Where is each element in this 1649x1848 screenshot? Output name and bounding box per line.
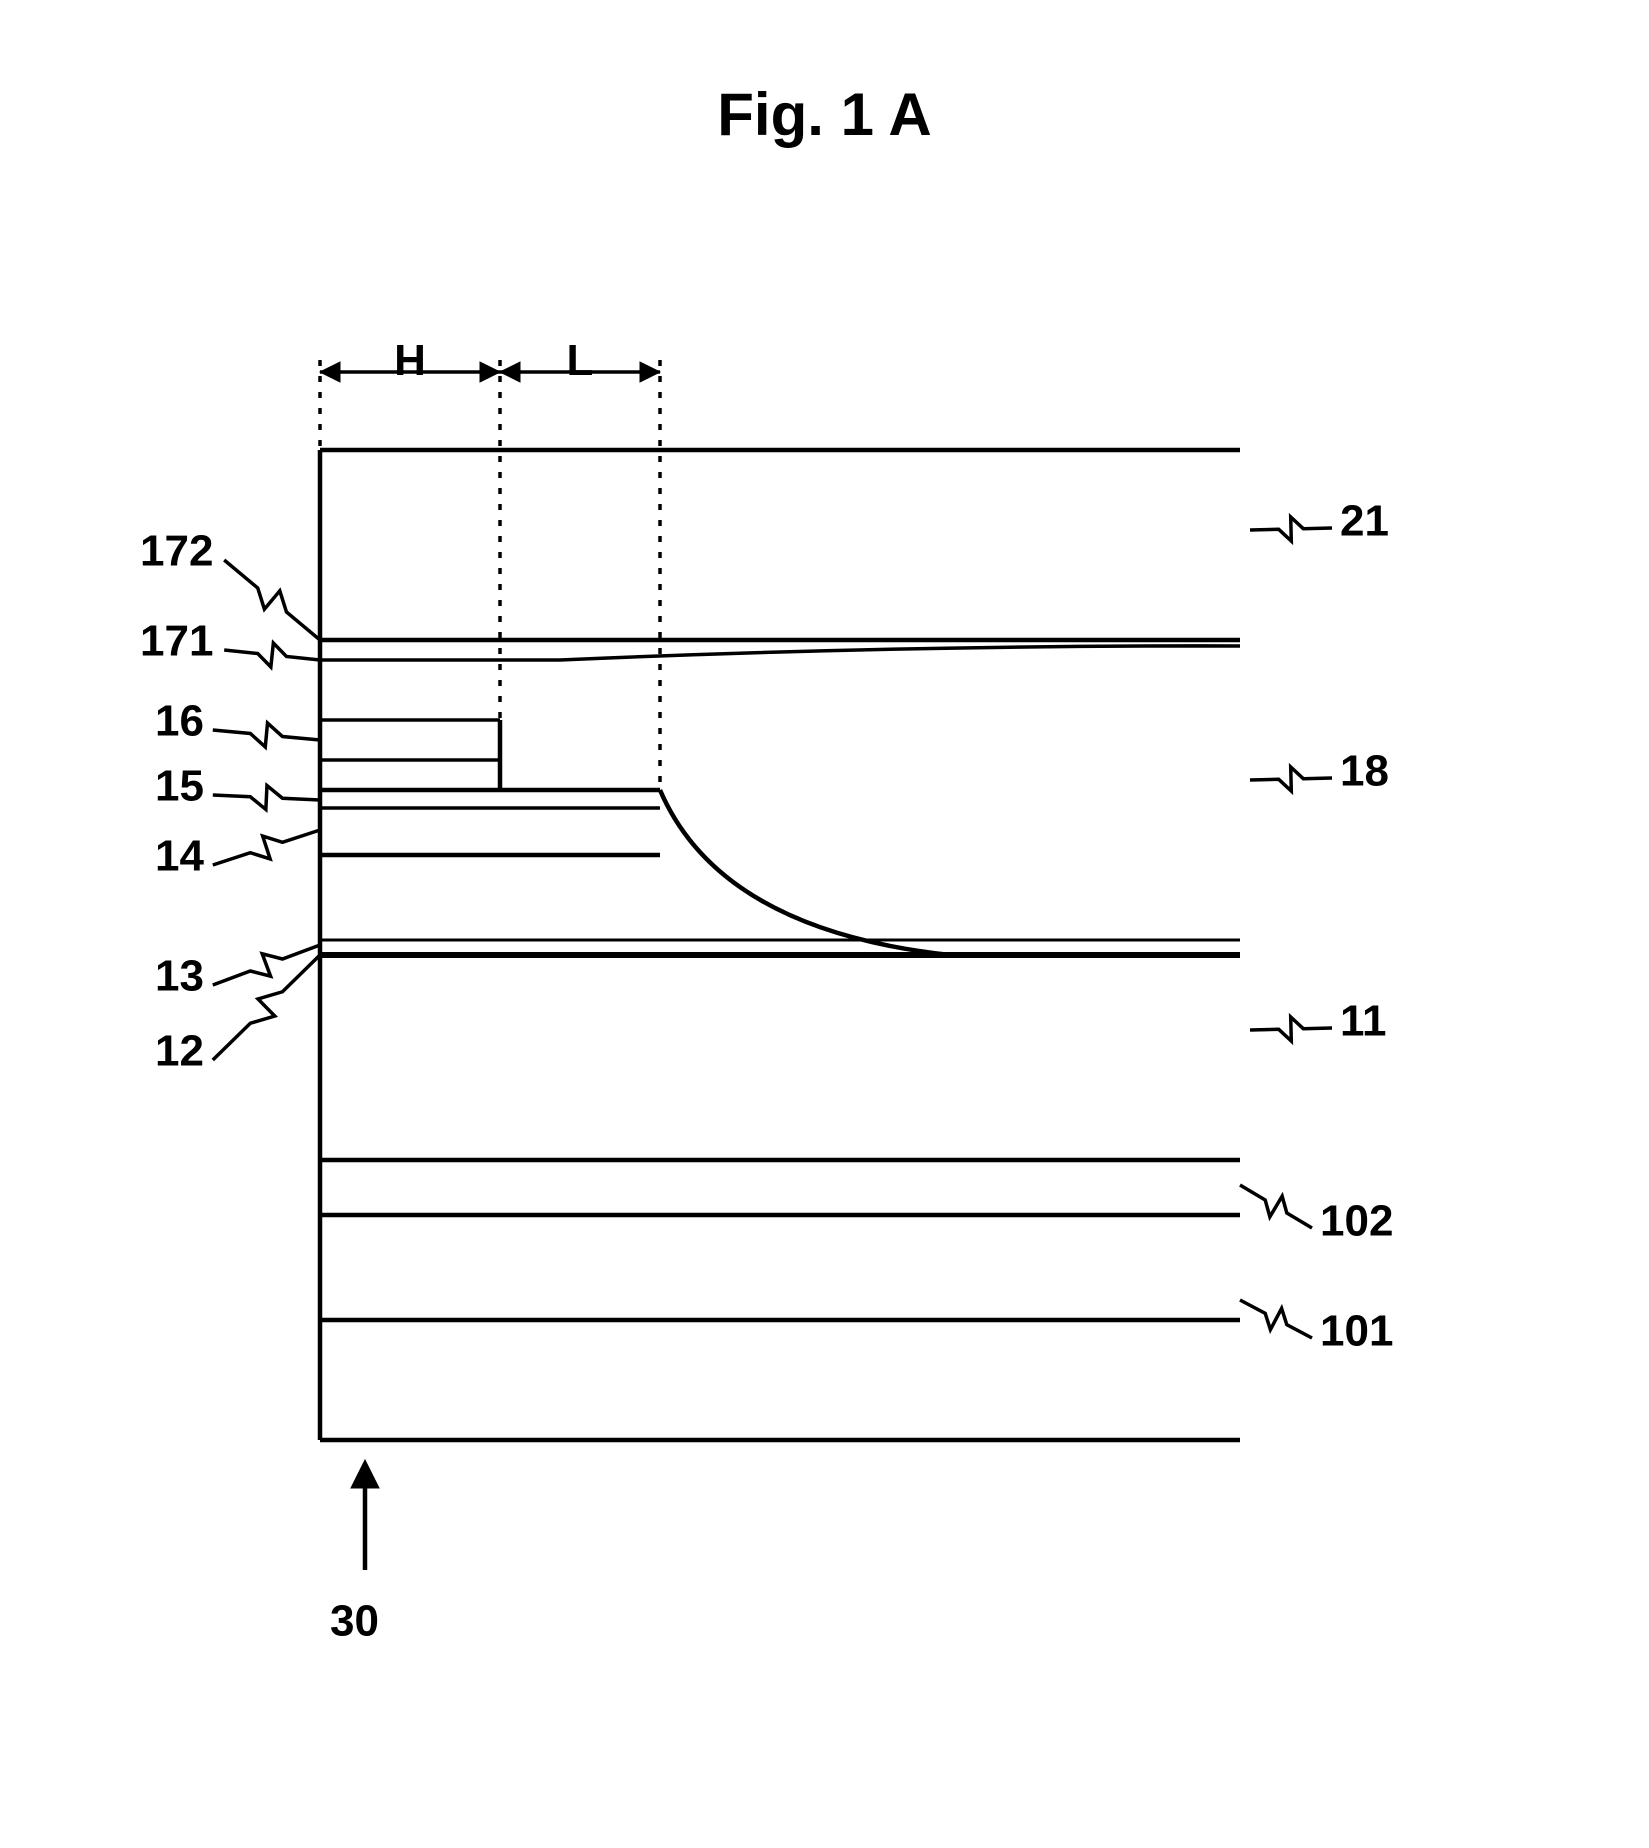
diagram-svg: H L 172 171 16 15 14 13 12 21 18 11 102 101 30 bbox=[0, 0, 1649, 1848]
svg-text:18: 18 bbox=[1340, 746, 1389, 795]
svg-text:172: 172 bbox=[140, 526, 213, 575]
svg-text:21: 21 bbox=[1340, 496, 1389, 545]
svg-text:13: 13 bbox=[155, 951, 204, 1000]
svg-text:12: 12 bbox=[155, 1026, 204, 1075]
svg-text:171: 171 bbox=[140, 616, 213, 665]
svg-text:11: 11 bbox=[1340, 996, 1387, 1045]
svg-text:L: L bbox=[567, 336, 594, 385]
svg-text:15: 15 bbox=[155, 761, 204, 810]
svg-text:16: 16 bbox=[155, 696, 204, 745]
svg-text:101: 101 bbox=[1320, 1306, 1393, 1355]
svg-text:H: H bbox=[394, 336, 426, 385]
svg-text:102: 102 bbox=[1320, 1196, 1393, 1245]
svg-text:14: 14 bbox=[155, 831, 204, 880]
svg-text:30: 30 bbox=[330, 1596, 379, 1645]
